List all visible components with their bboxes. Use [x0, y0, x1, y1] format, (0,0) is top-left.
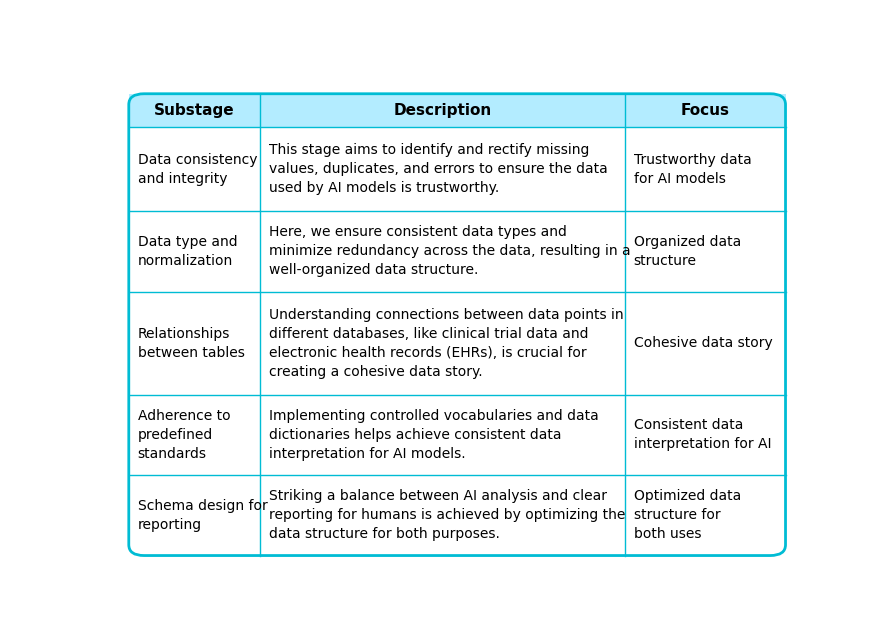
Text: Striking a balance between AI analysis and clear
reporting for humans is achieve: Striking a balance between AI analysis a…: [269, 489, 625, 541]
Text: Consistent data
interpretation for AI: Consistent data interpretation for AI: [633, 419, 771, 452]
Text: Adherence to
predefined
standards: Adherence to predefined standards: [137, 409, 230, 461]
Text: Data consistency
and integrity: Data consistency and integrity: [137, 152, 257, 186]
Bar: [128, 94, 786, 127]
Text: Optimized data
structure for
both uses: Optimized data structure for both uses: [633, 489, 741, 541]
Text: Focus: Focus: [681, 103, 730, 118]
Text: This stage aims to identify and rectify missing
values, duplicates, and errors t: This stage aims to identify and rectify …: [269, 143, 607, 195]
Text: Implementing controlled vocabularies and data
dictionaries helps achieve consist: Implementing controlled vocabularies and…: [269, 409, 599, 461]
Text: Substage: Substage: [154, 103, 235, 118]
Text: Organized data
structure: Organized data structure: [633, 235, 741, 268]
Text: Here, we ensure consistent data types and
minimize redundancy across the data, r: Here, we ensure consistent data types an…: [269, 225, 631, 278]
Text: Schema design for
reporting: Schema design for reporting: [137, 499, 268, 532]
Text: Cohesive data story: Cohesive data story: [633, 336, 772, 350]
Text: Data type and
normalization: Data type and normalization: [137, 235, 237, 268]
Text: Relationships
between tables: Relationships between tables: [137, 327, 244, 360]
Text: Understanding connections between data points in
different databases, like clini: Understanding connections between data p…: [269, 308, 624, 378]
Text: Description: Description: [393, 103, 491, 118]
Text: Trustworthy data
for AI models: Trustworthy data for AI models: [633, 152, 751, 186]
